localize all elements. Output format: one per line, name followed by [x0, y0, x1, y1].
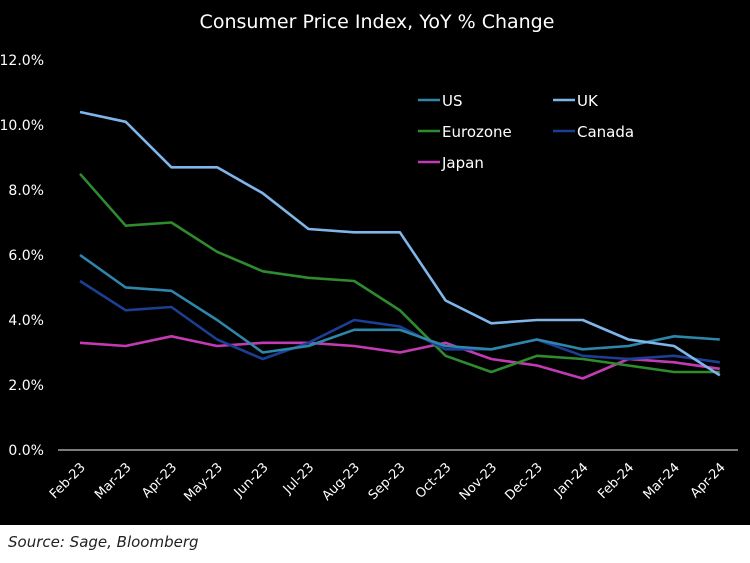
y-tick-label: 2.0%: [8, 378, 44, 394]
x-tick-label: Mar-23: [92, 460, 134, 502]
x-tick-label: May-23: [181, 460, 225, 504]
x-tick-label: Sep-23: [366, 460, 409, 503]
y-tick-label: 4.0%: [8, 313, 44, 329]
y-tick-label: 12.0%: [0, 53, 44, 69]
series-line-canada: [79, 279, 720, 364]
legend: US UK Eurozone Canada Japan: [418, 92, 634, 172]
legend-item-japan[interactable]: Japan: [418, 154, 484, 172]
y-tick-label: 0.0%: [8, 443, 44, 459]
x-axis: Feb-23 Mar-23 Apr-23 May-23 Jun-23 Jul-23 Aug-…: [47, 460, 729, 504]
x-tick-label: Aug-23: [319, 460, 363, 504]
y-tick-label: 8.0%: [8, 183, 44, 199]
source-note: Source: Sage, Bloomberg: [8, 533, 199, 551]
series-line-us: [79, 253, 720, 354]
x-tick-label: Jun-23: [231, 460, 272, 501]
series-group: [79, 110, 721, 380]
line-chart: Consumer Price Index, YoY % Change 0.0% 2…: [0, 11, 738, 505]
legend-item-eurozone[interactable]: Eurozone: [418, 123, 512, 141]
x-tick-label: Jul-23: [280, 460, 317, 497]
y-tick-label: 6.0%: [8, 248, 44, 264]
x-tick-label: Mar-24: [641, 460, 683, 502]
legend-label: US: [442, 92, 463, 110]
x-tick-label: Apr-24: [688, 460, 729, 501]
x-tick-label: Nov-23: [457, 460, 500, 503]
y-axis: 0.0% 2.0% 4.0% 6.0% 8.0% 10.0% 12.0%: [0, 53, 44, 459]
legend-item-canada[interactable]: Canada: [553, 123, 634, 141]
x-tick-label: Oct-23: [413, 460, 455, 502]
x-tick-label: Dec-23: [502, 460, 545, 503]
legend-label: Canada: [577, 123, 634, 141]
x-tick-label: Apr-23: [139, 460, 180, 501]
chart-title: Consumer Price Index, YoY % Change: [200, 11, 555, 33]
legend-label: Japan: [441, 154, 484, 172]
legend-item-us[interactable]: US: [418, 92, 463, 110]
legend-label: UK: [577, 92, 599, 110]
x-tick-label: Jan-24: [551, 460, 592, 501]
y-tick-label: 10.0%: [0, 118, 44, 134]
x-tick-label: Feb-23: [47, 460, 89, 502]
series-line-uk: [79, 110, 721, 377]
x-tick-label: Feb-24: [595, 460, 637, 502]
series-line-japan: [79, 334, 720, 380]
series-line-eurozone: [79, 172, 720, 374]
legend-label: Eurozone: [442, 123, 512, 141]
chart-area: Consumer Price Index, YoY % Change 0.0% 2…: [0, 0, 750, 525]
legend-item-uk[interactable]: UK: [553, 92, 599, 110]
